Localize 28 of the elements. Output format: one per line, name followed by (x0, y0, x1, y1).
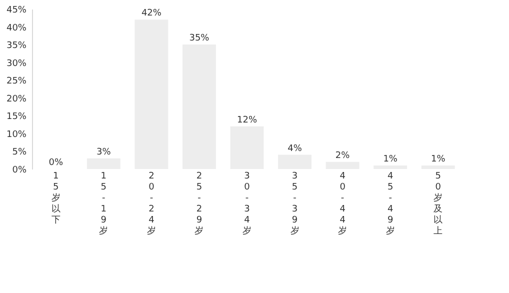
data-label: 12% (236, 115, 258, 126)
x-tick-label: 50岁及以上 (434, 172, 443, 236)
x-tick-label: 15岁以下 (51, 172, 60, 226)
y-tick-label: 10% (6, 130, 27, 140)
x-tick-label: 15-19岁 (99, 172, 108, 236)
x-tick-label: 20-24岁 (146, 172, 156, 236)
data-label: 35% (189, 34, 210, 44)
y-tick-label: 5% (12, 148, 27, 158)
x-tick-label: 35-39岁 (290, 172, 300, 236)
x-tick-label: 40-44岁 (338, 172, 348, 236)
y-tick-label: 0% (12, 166, 27, 176)
data-label: 42% (141, 8, 162, 19)
data-label: 0% (48, 158, 64, 168)
y-tick-label: 35% (6, 41, 27, 52)
data-label: 4% (288, 144, 302, 154)
data-label: 2% (335, 150, 350, 161)
y-tick-label: 20% (6, 94, 27, 104)
x-tick-label: 30-34岁 (242, 172, 252, 236)
y-tick-label: 15% (6, 112, 27, 122)
data-label: 3% (96, 147, 112, 158)
y-tick-label: 45% (6, 6, 27, 16)
y-tick-label: 40% (6, 23, 27, 34)
x-tick-label: 45-49岁 (386, 172, 395, 236)
x-tick-label: 25-29岁 (194, 172, 204, 236)
y-tick-label: 25% (6, 76, 27, 87)
data-label: 1% (430, 154, 446, 164)
y-tick-label: 30% (6, 58, 27, 69)
data-label: 1% (383, 154, 398, 164)
